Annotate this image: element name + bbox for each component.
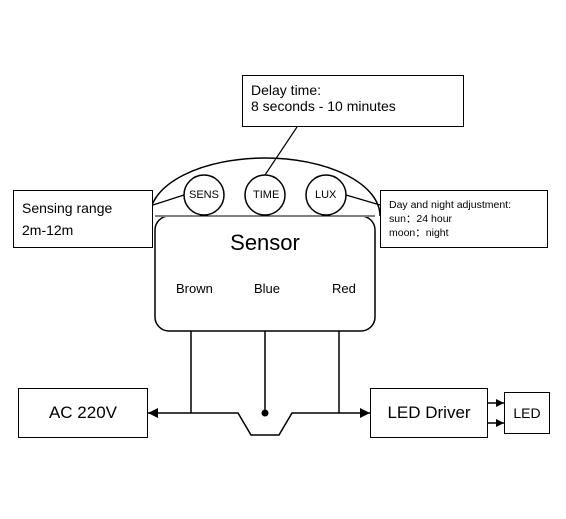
knob-lux-label: LUX	[315, 189, 336, 201]
callout-delay-line1: Delay time:	[251, 82, 321, 98]
block-driver: LED Driver	[370, 388, 488, 438]
wire-label-red: Red	[332, 281, 356, 296]
callout-delay-line2: 8 seconds - 10 minutes	[251, 98, 396, 114]
bus-junction	[262, 410, 269, 417]
wire-label-brown: Brown	[176, 281, 213, 296]
callout-range-line1: Sensing range	[22, 200, 112, 216]
callout-daynight-line3: moon：night	[389, 226, 449, 240]
callout-delay: Delay time: 8 seconds - 10 minutes	[242, 75, 464, 127]
wire-label-blue: Blue	[254, 281, 280, 296]
bus-main	[148, 413, 370, 435]
callout-range: Sensing range 2m-12m	[13, 190, 153, 248]
arrow-to-ac	[148, 408, 158, 418]
sensor-title: Sensor	[155, 230, 375, 256]
diagram-stage: Sensor SENS TIME LUX Brown Blue Red Dela…	[0, 0, 566, 519]
block-led: LED	[504, 392, 550, 434]
callout-daynight-line2: sun：24 hour	[389, 212, 452, 226]
callout-daynight-line1: Day and night adjustment:	[389, 198, 511, 212]
knob-time-label: TIME	[253, 189, 279, 201]
callout-daynight: Day and night adjustment: sun：24 hour mo…	[380, 190, 548, 248]
arrow-to-led-bot	[496, 419, 504, 427]
arrow-to-led-top	[496, 399, 504, 407]
callout-range-line2: 2m-12m	[22, 222, 73, 238]
knob-sens-label: SENS	[189, 189, 219, 201]
arrow-to-driver	[360, 408, 370, 418]
block-ac: AC 220V	[18, 388, 148, 438]
